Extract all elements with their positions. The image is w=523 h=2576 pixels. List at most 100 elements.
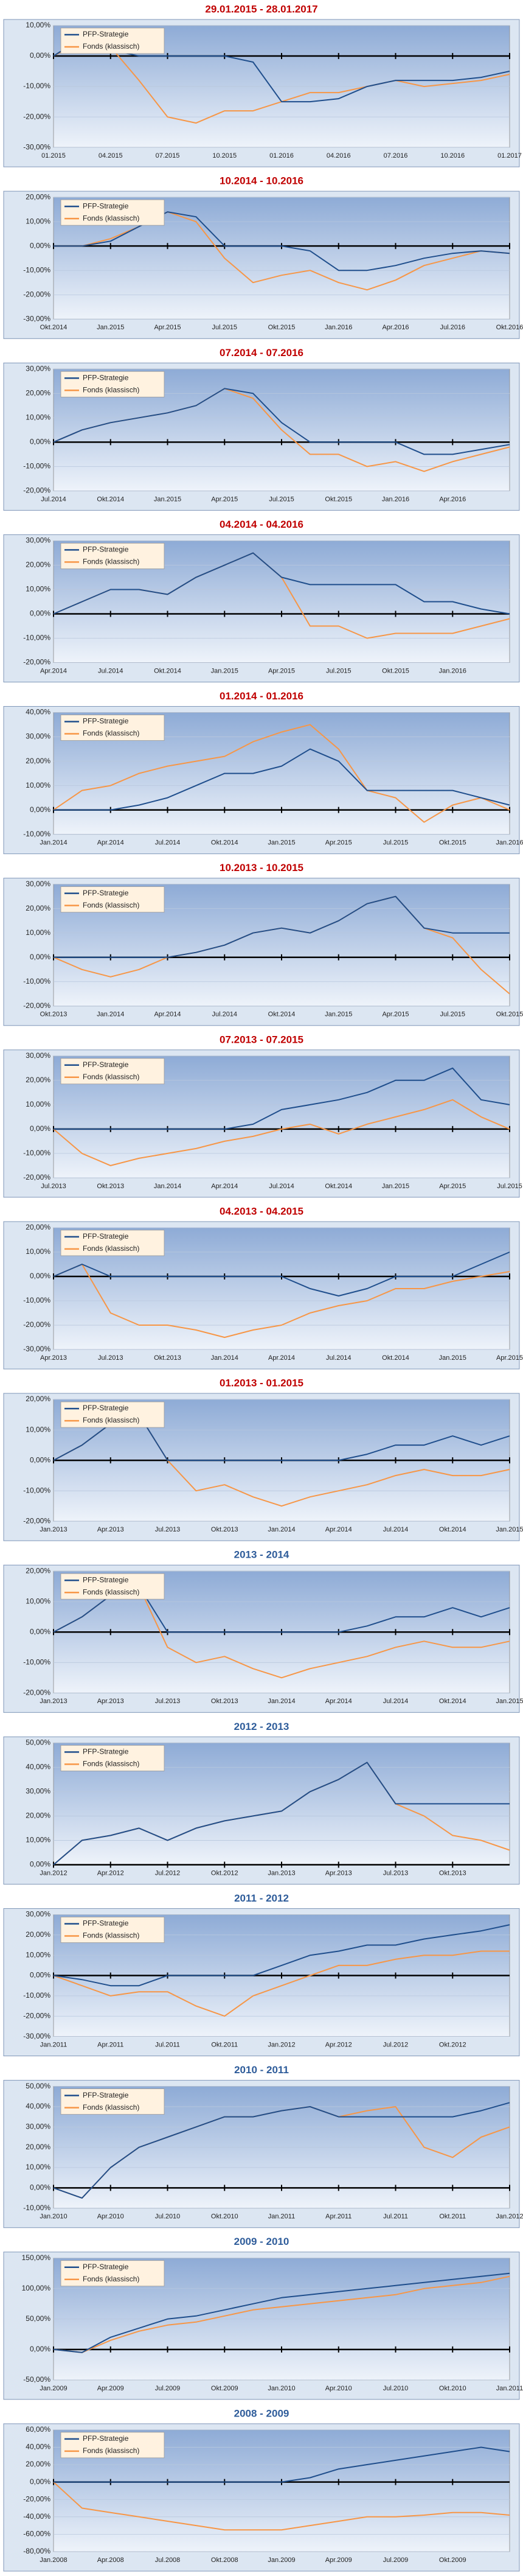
chart: 01.2014 - 01.2016 40,00% 30,00% 20,00% 10,00… <box>3 690 523 855</box>
series-line <box>53 1264 510 1339</box>
x-tick-label: Jul.2014 <box>326 1354 352 1362</box>
y-tick-label: -10,00% <box>23 1657 50 1666</box>
x-tick-label: Jul.2012 <box>383 2042 409 2049</box>
y-tick-label: 0,00% <box>30 1860 50 1869</box>
x-tick-label: Jul.2011 <box>383 2213 408 2221</box>
x-tick-label: Jan.2016 <box>439 667 466 674</box>
y-tick-label: 0,00% <box>30 1455 50 1464</box>
legend-label: Fonds (klassisch) <box>83 558 139 566</box>
y-tick-label: 10,00% <box>26 928 50 937</box>
x-tick-label: Jul.2011 <box>155 2042 180 2049</box>
x-tick-label: Okt.2011 <box>211 2042 238 2049</box>
x-tick-label: Apr.2016 <box>382 324 409 331</box>
y-tick-label: 20,00% <box>26 1395 50 1403</box>
x-tick-label: Okt.2014 <box>439 1698 466 1705</box>
series-line <box>53 1762 510 1866</box>
y-tick-label: -20,00% <box>23 2011 50 2020</box>
x-tick-label: 01.2016 <box>269 152 294 159</box>
legend-label: PFP-Strategie <box>83 2434 129 2443</box>
legend-label: PFP-Strategie <box>83 1232 129 1241</box>
series-line <box>53 1251 510 1297</box>
x-tick-label: Jul.2015 <box>440 1011 465 1018</box>
series-line <box>54 211 510 291</box>
series-line <box>54 748 510 811</box>
y-tick-label: 10,00% <box>26 2163 50 2171</box>
y-tick-label: 30,00% <box>26 2122 50 2130</box>
series-line <box>53 2102 510 2199</box>
x-tick-label: Jan.2015 <box>496 1698 523 1705</box>
y-tick-label: 20,00% <box>26 1076 50 1084</box>
x-tick-label: Apr.2014 <box>325 1526 352 1533</box>
x-tick-label: Jul.2014 <box>383 1526 409 1533</box>
y-tick-label: 60,00% <box>26 2425 50 2434</box>
y-tick-label: 20,00% <box>26 388 50 397</box>
x-tick-label: Jan.2012 <box>40 1869 67 1877</box>
y-tick-label: 20,00% <box>26 561 50 569</box>
x-tick-label: Jan.2013 <box>268 1869 295 1877</box>
y-tick-label: 10,00% <box>26 1836 50 1844</box>
x-tick-label: Jul.2013 <box>155 1698 181 1705</box>
legend-label: Fonds (klassisch) <box>83 1931 139 1940</box>
y-tick-label: -10,00% <box>23 265 50 274</box>
x-tick-label: Okt.2013 <box>154 1354 181 1362</box>
x-tick-label: Apr.2011 <box>325 2213 352 2221</box>
legend-box <box>60 1745 165 1771</box>
chart: 29.01.2015 - 28.01.2017 10,00% 0,00% -10,00… <box>3 3 522 167</box>
y-tick-label: -20,00% <box>23 1001 50 1010</box>
y-tick-label: 50,00% <box>26 2082 50 2090</box>
legend-box <box>60 371 165 397</box>
legend-label: PFP-Strategie <box>83 545 129 554</box>
legend-label: Fonds (klassisch) <box>83 2275 139 2283</box>
chart-title: 04.2013 - 04.2015 <box>220 1205 303 1217</box>
legend-label: Fonds (klassisch) <box>83 42 139 51</box>
x-tick-label: Apr.2008 <box>97 2557 124 2564</box>
x-tick-label: Jul.2010 <box>155 2213 181 2221</box>
x-tick-label: Jul.2009 <box>155 2385 181 2392</box>
x-tick-label: Jan.2012 <box>268 2042 295 2049</box>
x-tick-label: Apr.2015 <box>325 839 352 847</box>
chart: 2012 - 2013 50,00% 40,00% 30,00% 20,00% 10,00… <box>3 1721 520 1885</box>
y-tick-label: 20,00% <box>26 192 50 201</box>
y-tick-label: 0,00% <box>30 1627 50 1636</box>
x-tick-label: Jul.2016 <box>440 324 465 331</box>
chart-title: 2013 - 2014 <box>234 1549 289 1561</box>
legend-box <box>60 886 165 913</box>
x-tick-label: Okt.2013 <box>211 1526 238 1533</box>
y-tick-label: 0,00% <box>30 1124 50 1133</box>
y-tick-label: -10,00% <box>23 1296 50 1304</box>
y-tick-label: -40,00% <box>23 2512 50 2521</box>
y-tick-label: 30,00% <box>26 536 50 545</box>
x-tick-label: Apr.2010 <box>325 2385 352 2392</box>
y-tick-label: -60,00% <box>23 2530 50 2538</box>
x-tick-label: Apr.2009 <box>325 2557 352 2564</box>
x-tick-label: Okt.2014 <box>268 1011 296 1018</box>
chart-title: 2010 - 2011 <box>234 2064 289 2076</box>
legend-label: Fonds (klassisch) <box>83 1760 139 1768</box>
y-tick-label: 0,00% <box>30 241 50 250</box>
x-tick-label: Jul.2012 <box>155 1869 181 1877</box>
x-tick-label: Jan.2011 <box>40 2042 67 2049</box>
x-tick-label: Jan.2011 <box>496 2385 523 2392</box>
y-tick-label: -20,00% <box>23 1173 50 1181</box>
y-tick-label: 30,00% <box>26 1051 50 1060</box>
y-tick-label: 50,00% <box>26 1738 50 1747</box>
legend-label: PFP-Strategie <box>83 30 129 38</box>
y-tick-label: 30,00% <box>26 1910 50 1919</box>
x-tick-label: Okt.2009 <box>211 2385 238 2392</box>
y-tick-label: 20,00% <box>26 2460 50 2468</box>
chart-title: 01.2014 - 01.2016 <box>220 690 303 702</box>
x-tick-label: Jan.2015 <box>211 667 238 674</box>
y-tick-label: 20,00% <box>26 1566 50 1575</box>
series-line <box>54 2446 510 2483</box>
y-tick-label: -30,00% <box>23 142 50 151</box>
x-tick-label: Apr.2013 <box>325 1869 352 1877</box>
chart-title: 04.2014 - 04.2016 <box>220 519 303 530</box>
series-line <box>53 2275 510 2353</box>
legend-label: Fonds (klassisch) <box>83 2103 139 2112</box>
legend-label: PFP-Strategie <box>83 201 129 210</box>
series-line <box>54 1067 510 1130</box>
chart: 01.2013 - 01.2015 20,00% 10,00% 0,00% -10,00… <box>3 1377 523 1541</box>
chart: 04.2014 - 04.2016 30,00% 20,00% 10,00% 0,00%… <box>3 519 520 683</box>
x-tick-label: 07.2015 <box>156 152 180 159</box>
